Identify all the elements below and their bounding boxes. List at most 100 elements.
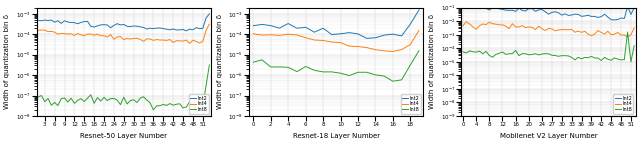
Int2 [81,21,88,22]
Int2 [459,4,467,6]
Int4 [561,29,569,30]
Int4 [133,37,141,39]
Int4 [319,40,327,41]
Int8 [630,45,638,46]
Int2 [415,9,423,11]
Int8 [328,71,335,73]
Int8 [627,61,635,63]
Line: Int8: Int8 [253,51,419,81]
X-axis label: Mobilenet V2 Layer Number: Mobilenet V2 Layer Number [500,133,597,139]
Int2 [166,29,173,31]
Legend: Int2, Int4, Int8: Int2, Int4, Int8 [189,94,209,114]
Int2 [380,34,388,36]
Int4 [205,23,213,25]
Int4 [276,35,284,36]
Int8 [143,99,150,101]
Int4 [258,34,266,36]
Int4 [346,45,353,47]
Int2 [136,26,144,28]
Int2 [372,37,380,39]
Int8 [571,59,579,61]
Int4 [380,50,388,52]
Int4 [166,39,173,40]
Int4 [250,33,257,35]
Legend: Int2, Int4, Int8: Int2, Int4, Int8 [401,94,421,114]
Int8 [302,66,310,67]
Int8 [136,97,144,99]
Int8 [258,59,266,61]
Int4 [624,36,632,38]
Int2 [328,34,335,35]
Int8 [133,102,141,103]
Int2 [143,28,150,30]
Int2 [293,27,301,29]
Int4 [337,42,344,43]
Int2 [310,31,318,33]
Int4 [630,27,638,29]
Int2 [630,7,638,9]
Int4 [571,31,579,33]
Int2 [611,19,618,21]
Line: Int8: Int8 [463,32,634,62]
Int4 [136,38,144,40]
Int8 [250,61,257,63]
Y-axis label: Width of quantization bin δ: Width of quantization bin δ [429,14,435,109]
Int4 [406,44,414,45]
Y-axis label: Width of quantization bin δ: Width of quantization bin δ [4,14,10,109]
Line: Int8: Int8 [38,65,209,112]
Line: Int4: Int4 [38,24,209,43]
Int8 [558,55,566,56]
Int2 [302,26,310,28]
Int2 [182,30,190,32]
Line: Int2: Int2 [463,5,634,20]
Int8 [284,66,292,68]
Int2 [614,19,621,20]
Int8 [568,56,575,58]
Line: Int2: Int2 [253,10,419,38]
Int8 [293,71,301,73]
Int8 [193,111,200,113]
Int2 [337,33,344,35]
Int2 [258,24,266,25]
Int4 [81,35,88,36]
Int2 [406,23,414,25]
Int2 [346,32,353,33]
Line: Int4: Int4 [463,22,634,37]
Int8 [398,79,406,81]
Int2 [568,14,575,16]
Int4 [564,29,572,31]
Int8 [276,66,284,68]
Int4 [186,43,193,44]
Int2 [205,13,213,15]
Int4 [389,51,397,52]
Int2 [363,37,371,39]
Y-axis label: Width of quantization bin δ: Width of quantization bin δ [216,14,223,109]
Line: Int2: Int2 [38,14,209,31]
Int2 [267,25,275,26]
Int2 [284,23,292,24]
X-axis label: Resnet-18 Layer Number: Resnet-18 Layer Number [292,133,380,139]
Int8 [389,80,397,82]
Int4 [284,33,292,35]
Int4 [415,29,423,31]
Int4 [293,34,301,36]
Int8 [319,71,327,73]
Int2 [35,20,42,21]
Int2 [189,29,196,31]
Int8 [166,103,173,104]
Int4 [459,25,467,27]
Int4 [463,21,470,22]
Int4 [354,46,362,47]
Int2 [558,14,566,16]
Int8 [363,71,371,73]
Int2 [561,13,569,15]
Line: Int4: Int4 [253,30,419,51]
Int8 [561,55,569,57]
Int4 [509,23,516,25]
Int8 [505,53,513,55]
Int8 [205,64,213,66]
Int4 [398,49,406,50]
Int2 [389,33,397,35]
Int8 [591,57,598,59]
Int4 [143,38,150,40]
